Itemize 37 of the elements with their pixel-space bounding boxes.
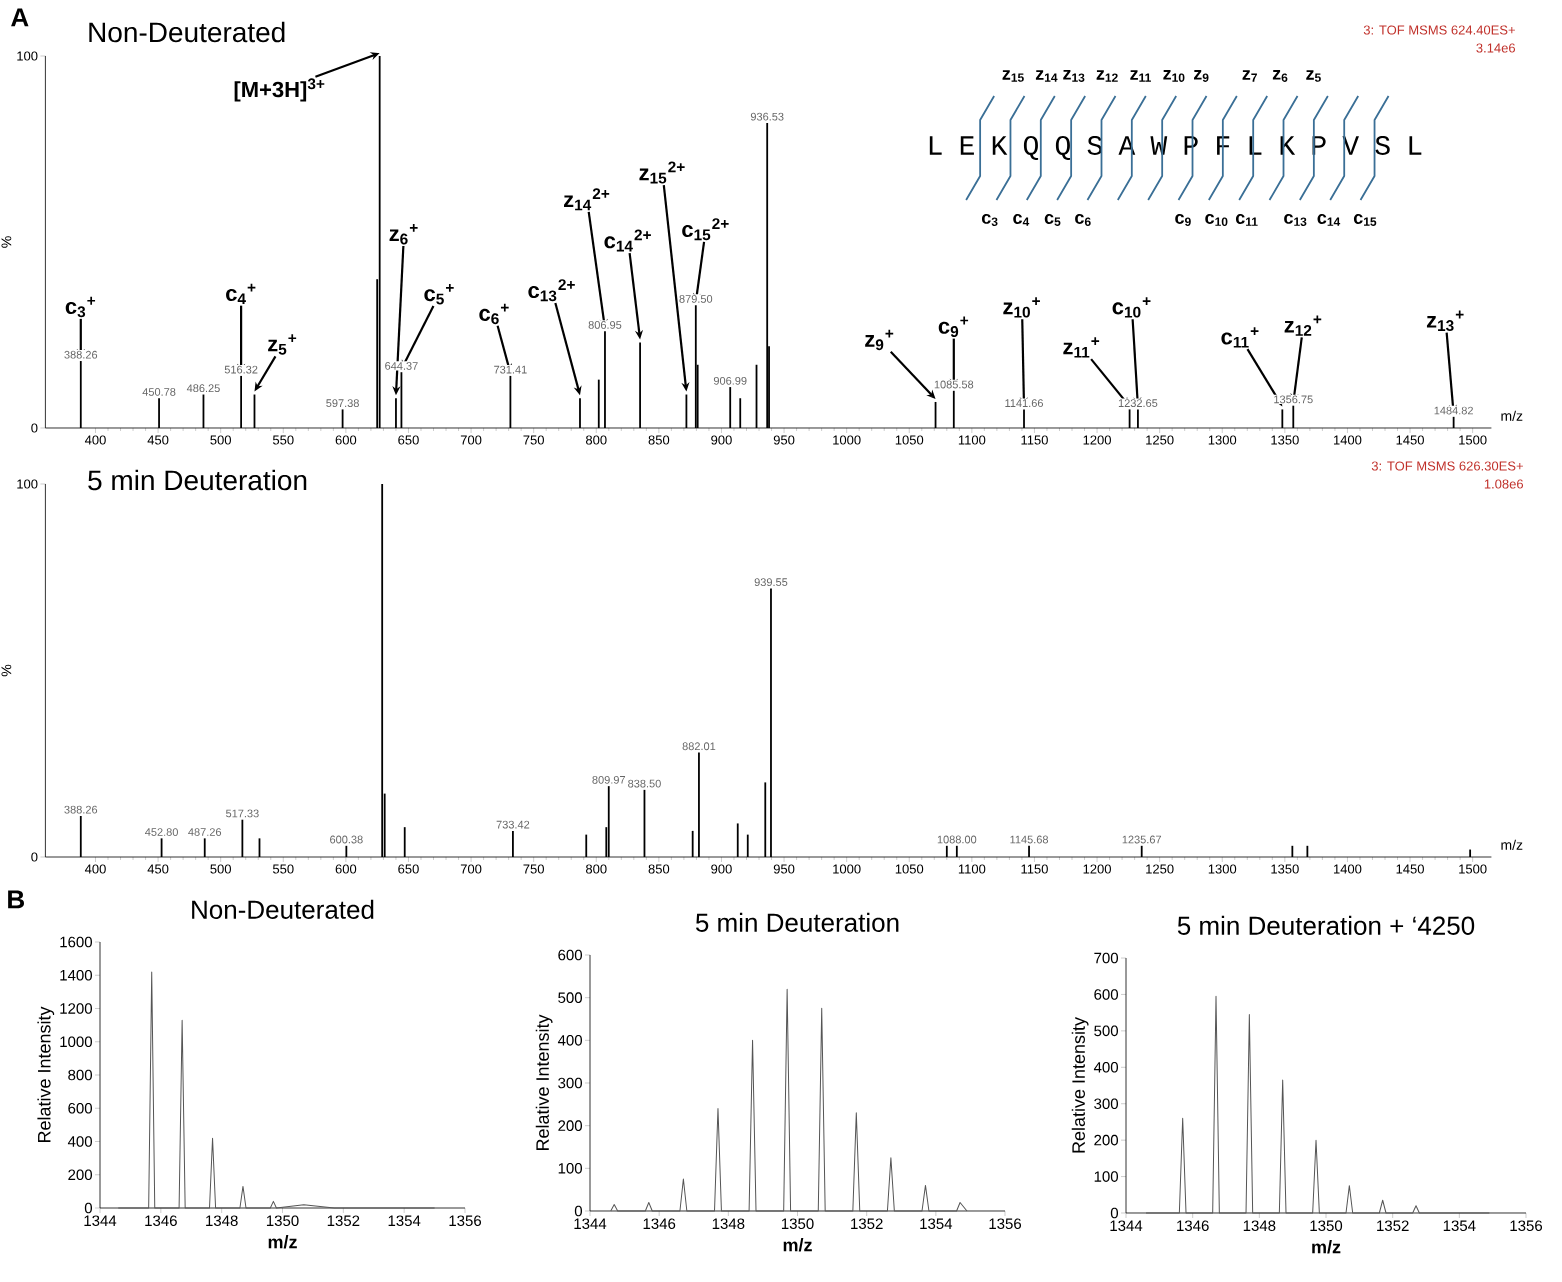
annotation: c$_{10}$ [1205, 214, 1228, 226]
annotation: z$_{7}$ [1242, 70, 1257, 82]
annotation: c$_{13}$ [1284, 213, 1307, 226]
chart-title: 5 min Deuteration [88, 469, 307, 491]
annotation: c$_{15}$ [1353, 214, 1377, 226]
annotation: z$_{9}$ [1194, 70, 1209, 82]
y-axis-title: Relative Intensity [1071, 1017, 1089, 1153]
line-series [117, 971, 436, 1209]
annotation: z$_{5}$ [1306, 70, 1321, 82]
annotation: z$_{10}$ [1163, 70, 1185, 82]
annotation: c$_{9}$ [1175, 214, 1191, 226]
chart-title: Non-Deuterated [89, 21, 285, 43]
annotation: c$_{11}$ [1235, 214, 1258, 226]
y-axis-title: Relative Intensity [37, 1006, 55, 1143]
chart-title: Non-Deuterated [192, 899, 374, 919]
annotation: c$_{3}$ [981, 213, 998, 226]
annotation: c$_{14}$ [1317, 214, 1341, 226]
annotation: c$_{4}$ [1013, 214, 1030, 226]
x-axis-title: m/z [268, 1235, 297, 1249]
x-axis-title: m/z [1312, 1240, 1341, 1254]
annotation: z$_{15}$ [1002, 70, 1024, 82]
chart-title: 5 min Deuteration + ‘4250 [1177, 915, 1475, 935]
text: A [11, 8, 29, 27]
y-axis-title: Relative Intensity [535, 1014, 553, 1151]
annotation: z$_{13}$ [1063, 70, 1085, 82]
x-axis-title: m/z [783, 1238, 812, 1252]
annotation: z$_{11}$ [1130, 70, 1151, 82]
annotation: z$_{12}$ [1096, 70, 1118, 82]
text: B [8, 890, 24, 909]
annotation: c$_{5}$ [1044, 214, 1061, 226]
annotation: [M+3H]$^{3+}$ [234, 78, 325, 102]
line-series [610, 988, 968, 1212]
annotation: c$_{6}$ [1075, 214, 1091, 226]
line-series [1145, 995, 1490, 1214]
annotation: z$_{14}$ [1035, 70, 1058, 82]
chart-title: 5 min Deuteration [695, 912, 899, 932]
annotation: z$_{6}$ [1272, 70, 1288, 82]
